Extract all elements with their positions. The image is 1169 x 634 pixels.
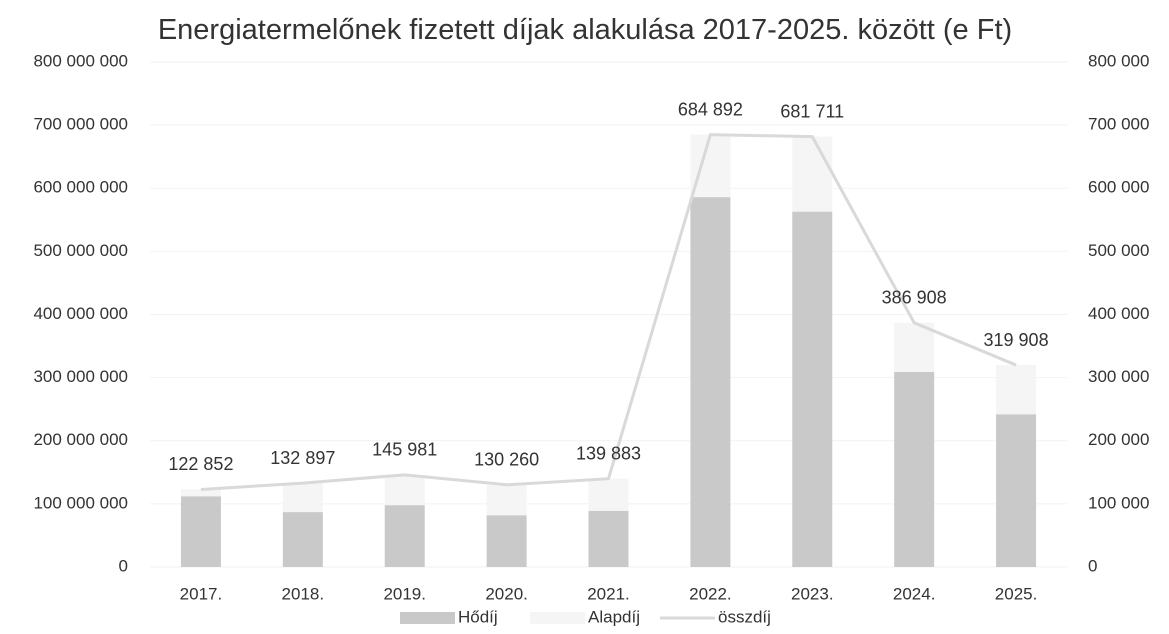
legend-swatch: [400, 612, 455, 624]
chart-title: Energiatermelőnek fizetett díjak alakulá…: [157, 14, 1013, 46]
data-label: 122 852: [168, 454, 233, 474]
y2-tick-label: 600 000: [1088, 178, 1149, 197]
bar: [384, 474, 425, 506]
x-tick-label: 2020.: [485, 584, 528, 603]
bar: [282, 483, 323, 513]
data-label: 386 908: [882, 288, 947, 308]
bar: [180, 496, 221, 567]
x-tick-label: 2018.: [282, 584, 325, 603]
y2-tick-label: 700 000: [1088, 115, 1149, 134]
bar: [486, 484, 527, 516]
y-tick-label: 400 000 000: [33, 304, 128, 323]
y2-tick-label: 300 000: [1088, 367, 1149, 386]
data-label: 684 892: [678, 99, 743, 119]
y2-tick-label: 400 000: [1088, 304, 1149, 323]
bar: [792, 136, 833, 212]
x-tick-label: 2025.: [995, 584, 1038, 603]
x-tick-label: 2019.: [383, 584, 426, 603]
bar: [894, 322, 935, 372]
bar: [690, 197, 731, 567]
y2-tick-label: 0: [1088, 556, 1097, 575]
y2-tick-label: 800 000: [1088, 51, 1149, 70]
bar: [486, 515, 527, 567]
legend-label: Hődíj: [458, 607, 498, 626]
bar: [690, 134, 731, 198]
y-tick-label: 100 000 000: [33, 493, 128, 512]
data-label: 130 260: [474, 450, 539, 470]
y-tick-label: 700 000 000: [33, 115, 128, 134]
y-tick-label: 0: [119, 556, 128, 575]
y-tick-label: 500 000 000: [33, 241, 128, 260]
bar: [588, 510, 629, 567]
data-label: 145 981: [372, 440, 437, 460]
y2-tick-label: 200 000: [1088, 430, 1149, 449]
legend-label: Alapdíj: [588, 607, 640, 626]
data-label: 319 908: [984, 330, 1049, 350]
y2-tick-label: 500 000: [1088, 241, 1149, 260]
bar: [282, 512, 323, 567]
bar: [588, 478, 629, 511]
y-tick-label: 800 000 000: [33, 51, 128, 70]
x-tick-label: 2023.: [791, 584, 834, 603]
bar: [996, 365, 1037, 415]
x-tick-label: 2022.: [689, 584, 732, 603]
x-tick-label: 2024.: [893, 584, 936, 603]
bar: [792, 211, 833, 567]
data-label: 139 883: [576, 443, 641, 463]
y-tick-label: 300 000 000: [33, 367, 128, 386]
bar: [996, 414, 1037, 567]
y-tick-label: 200 000 000: [33, 430, 128, 449]
bar: [894, 371, 935, 567]
legend-label: összdíj: [718, 607, 771, 626]
legend-swatch: [530, 612, 585, 624]
bar: [384, 505, 425, 567]
x-tick-label: 2017.: [180, 584, 223, 603]
bar: [180, 489, 221, 497]
y2-tick-label: 100 000: [1088, 493, 1149, 512]
data-label: 132 897: [270, 448, 335, 468]
x-tick-label: 2021.: [587, 584, 630, 603]
y-tick-label: 600 000 000: [33, 178, 128, 197]
line-series: [200, 133, 1017, 491]
data-label: 681 711: [780, 101, 844, 121]
